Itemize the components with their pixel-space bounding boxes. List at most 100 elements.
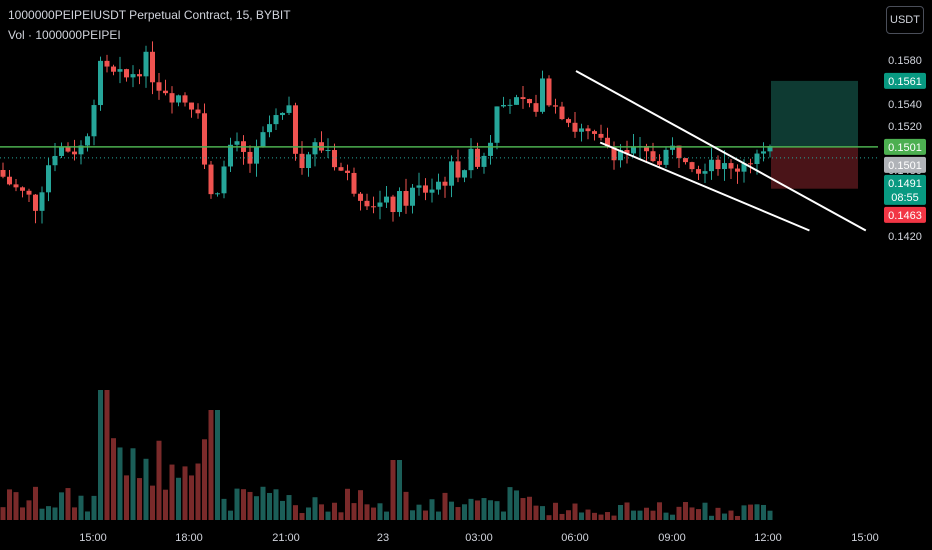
candle-body — [143, 51, 149, 77]
candle-body — [345, 170, 350, 173]
channel-line-upper — [575, 70, 867, 232]
candle-body — [683, 158, 688, 163]
candle-body — [767, 146, 773, 152]
volume-bar — [124, 475, 129, 520]
candle-body — [728, 163, 734, 169]
volume-bar — [468, 498, 474, 520]
candle-body — [7, 176, 12, 185]
price-label: 0.1463 — [888, 210, 922, 222]
candle-body — [117, 69, 123, 72]
volume-bar — [514, 490, 519, 520]
candle-body — [208, 164, 214, 195]
volume-bar — [637, 510, 643, 520]
volume-bar — [280, 500, 285, 520]
candle-body — [533, 103, 539, 112]
candle-body — [527, 98, 532, 104]
volume-bar — [644, 507, 649, 520]
candle-body — [52, 155, 58, 166]
candle-body — [468, 148, 474, 171]
volume-bar — [436, 511, 441, 520]
candle-body — [137, 74, 142, 77]
candle-body — [247, 151, 253, 164]
volume-bar — [254, 496, 259, 520]
volume-bar — [208, 410, 214, 520]
candle-body — [306, 154, 311, 169]
candle-body — [0, 170, 6, 177]
candle-body — [325, 150, 331, 152]
volume-bar — [670, 514, 675, 520]
volume-bar — [202, 439, 207, 520]
volume-bar — [585, 509, 591, 520]
volume-bar — [475, 500, 480, 520]
volume-bar — [176, 477, 181, 520]
volume-bar — [169, 464, 175, 520]
volume-bar — [735, 515, 740, 520]
volume-bar — [111, 438, 116, 520]
candle-body — [722, 163, 727, 170]
currency-button[interactable]: USDT — [886, 6, 924, 34]
volume-bar — [228, 510, 233, 520]
volume-bar — [104, 390, 110, 520]
candle-body — [221, 166, 227, 194]
candle-body — [546, 78, 552, 106]
volume-bar — [163, 489, 168, 520]
volume-bar — [85, 511, 90, 520]
candle-body — [553, 105, 558, 107]
volume-bar — [234, 488, 240, 520]
candle-body — [494, 106, 500, 143]
candle-body — [371, 206, 376, 208]
volume-bar — [507, 487, 513, 520]
candle-body — [403, 191, 409, 206]
volume-bar — [137, 478, 142, 520]
candle-body — [741, 163, 747, 172]
candle-body — [202, 113, 207, 165]
candle-body — [364, 200, 370, 207]
candle-body — [182, 95, 188, 103]
candle-body — [312, 142, 318, 155]
x-axis-tick-label: 15:00 — [851, 532, 879, 544]
candle-body — [267, 124, 272, 133]
volume-bar — [0, 507, 6, 520]
candle-body — [520, 97, 526, 99]
candle-body — [618, 149, 623, 161]
candle-body — [150, 51, 155, 83]
candle-body — [358, 193, 363, 201]
candle-body — [260, 132, 266, 147]
volume-bar — [410, 510, 415, 520]
candle-body — [78, 145, 84, 155]
volume-bar — [657, 502, 662, 520]
volume-bar — [663, 512, 669, 520]
volume-bar — [397, 460, 402, 520]
volume-bar — [618, 504, 623, 520]
candle-body — [754, 153, 760, 164]
candle-body — [338, 167, 344, 171]
candle-body — [650, 151, 656, 162]
candle-body — [299, 153, 305, 169]
volume-bar — [455, 507, 461, 520]
candle-body — [481, 155, 487, 167]
y-axis-tick-label: 0.1520 — [888, 121, 922, 133]
volume-bar — [598, 514, 604, 520]
volume-bar — [306, 507, 311, 520]
candle-body — [234, 141, 240, 145]
candle-body — [130, 74, 136, 78]
candle-body — [579, 128, 584, 132]
countdown-label: 08:55 — [891, 192, 919, 204]
stop-zone — [771, 146, 858, 189]
volume-bar — [462, 504, 467, 520]
volume-bar — [488, 500, 493, 520]
candle-body — [111, 66, 116, 72]
y-axis-tick-label: 0.1420 — [888, 231, 922, 243]
volume-bar — [761, 504, 766, 520]
volume-bar — [371, 507, 376, 520]
volume-bar — [143, 458, 149, 520]
candle-body — [514, 97, 519, 105]
candle-body — [65, 146, 71, 152]
price-label-box — [884, 156, 926, 173]
candle-body — [26, 190, 32, 195]
candle-body — [410, 187, 415, 206]
volume-bar — [423, 510, 428, 520]
x-axis-tick-label: 15:00 — [79, 532, 107, 544]
candle-body — [33, 194, 38, 211]
volume-bar — [195, 463, 201, 520]
